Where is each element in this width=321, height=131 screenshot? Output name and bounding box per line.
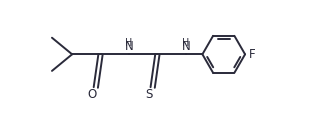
Text: F: F	[249, 48, 256, 61]
Text: N: N	[181, 40, 190, 53]
Text: S: S	[145, 88, 153, 101]
Text: O: O	[88, 88, 97, 101]
Text: H: H	[125, 38, 133, 48]
Text: H: H	[182, 38, 189, 48]
Text: N: N	[125, 40, 133, 53]
